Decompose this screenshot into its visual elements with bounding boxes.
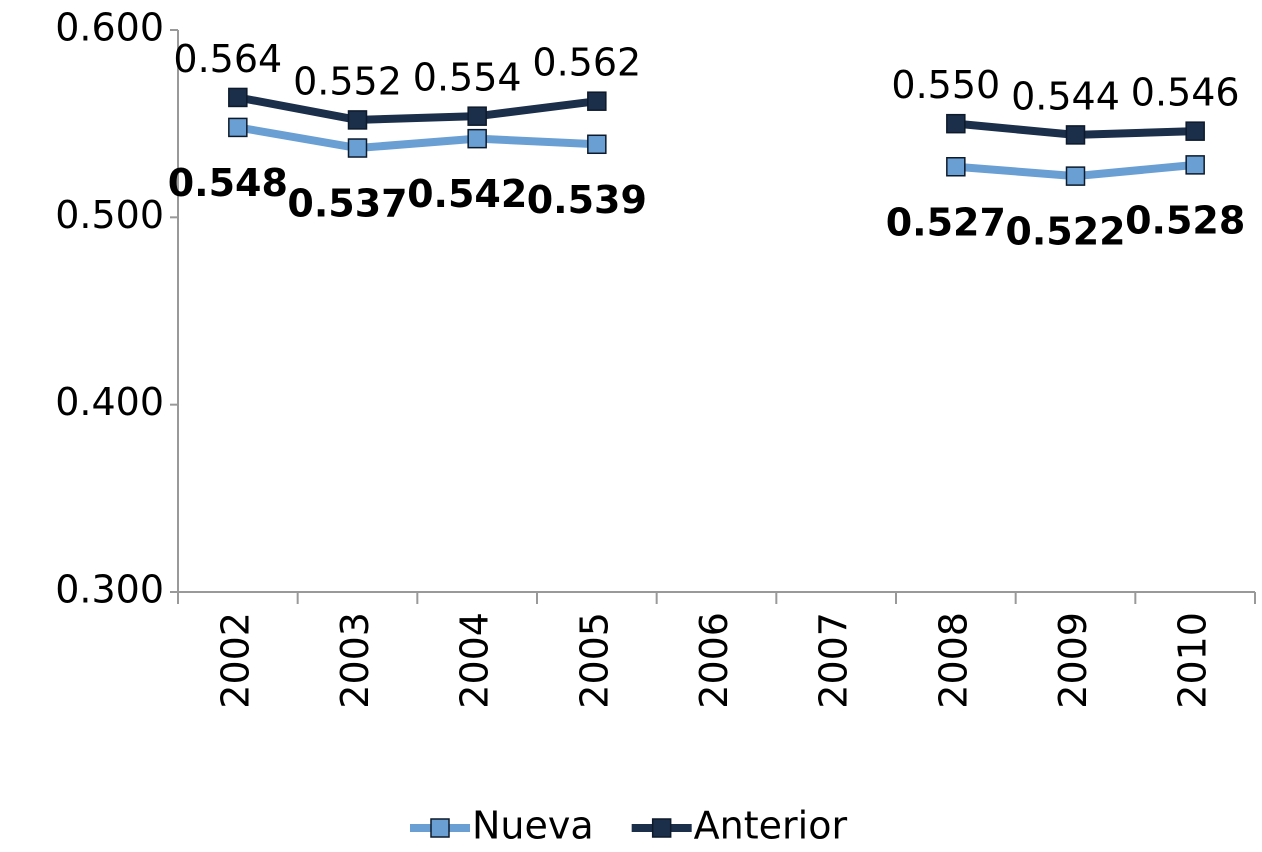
marker xyxy=(347,138,368,158)
data-label: 0.546 xyxy=(1131,71,1240,115)
data-label: 0.527 xyxy=(886,200,1006,244)
marker xyxy=(1185,155,1205,175)
data-label: 0.548 xyxy=(168,161,288,205)
data-label: 0.537 xyxy=(287,182,407,226)
data-label: 0.552 xyxy=(293,59,402,103)
marker xyxy=(228,87,248,108)
y-tick-label: 0.500 xyxy=(55,193,164,237)
marker xyxy=(1065,125,1086,145)
x-tick-label: 2006 xyxy=(692,612,736,709)
marker xyxy=(946,157,966,177)
legend-label: Nueva xyxy=(472,804,594,848)
y-tick-label: 0.400 xyxy=(55,380,164,424)
marker xyxy=(946,113,966,134)
data-label: 0.528 xyxy=(1125,198,1245,242)
data-label: 0.564 xyxy=(173,37,282,81)
data-label: 0.562 xyxy=(532,41,641,85)
series-line xyxy=(237,93,598,124)
x-tick-label: 2003 xyxy=(333,612,377,709)
series-line xyxy=(237,123,598,153)
marker xyxy=(467,128,487,149)
x-tick-label: 2009 xyxy=(1051,612,1095,709)
x-tick-label: 2008 xyxy=(931,612,975,709)
marker xyxy=(587,91,607,111)
data-label: 0.539 xyxy=(527,178,647,222)
y-tick-label: 0.600 xyxy=(55,6,164,50)
data-label: 0.522 xyxy=(1005,210,1125,254)
y-tick-label: 0.300 xyxy=(55,568,164,612)
marker xyxy=(228,117,248,138)
marker xyxy=(587,134,607,155)
x-tick-label: 2010 xyxy=(1171,612,1215,709)
marker xyxy=(347,110,368,130)
x-tick-label: 2005 xyxy=(572,612,616,709)
legend-marker xyxy=(430,818,450,838)
legend-marker xyxy=(651,818,672,838)
data-label: 0.544 xyxy=(1011,74,1120,118)
data-label: 0.542 xyxy=(407,172,527,216)
legend-label: Anterior xyxy=(694,804,848,848)
marker xyxy=(1185,121,1205,141)
marker xyxy=(1065,166,1086,186)
x-tick-label: 2002 xyxy=(213,612,257,709)
marker xyxy=(467,106,487,126)
x-tick-label: 2004 xyxy=(453,612,497,709)
data-label: 0.550 xyxy=(891,63,1000,107)
x-tick-label: 2007 xyxy=(812,612,856,709)
data-label: 0.554 xyxy=(413,56,522,100)
